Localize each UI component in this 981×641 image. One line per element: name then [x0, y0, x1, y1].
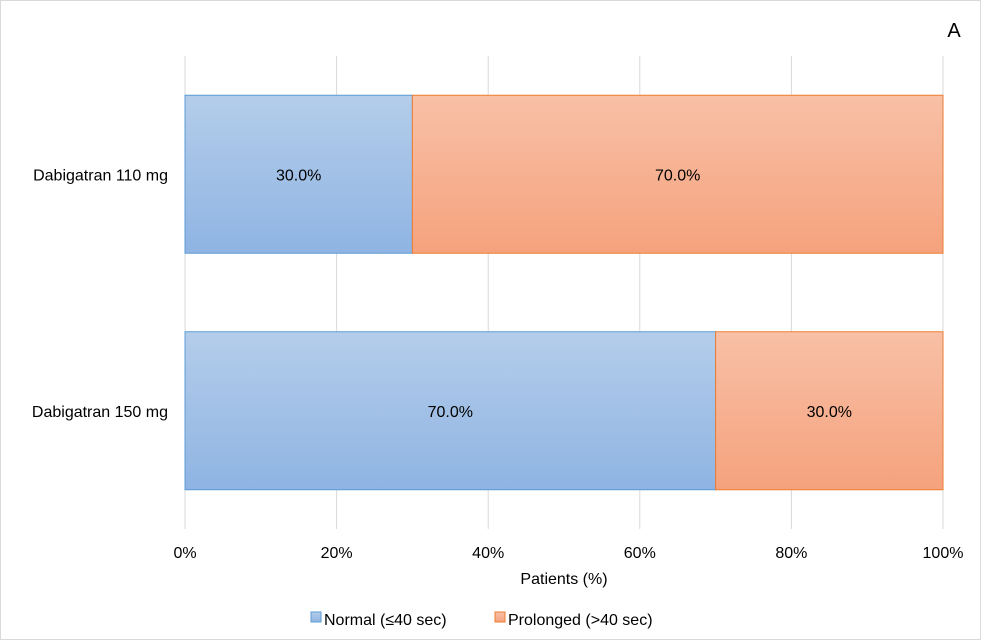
legend-label: Normal (≤40 sec)	[324, 612, 447, 629]
bar-segment	[184, 331, 717, 491]
x-tick-label: 40%	[472, 545, 504, 562]
data-label: 70.0%	[428, 404, 473, 421]
legend-swatch	[310, 611, 322, 623]
y-category-label: Dabigatran 150 mg	[32, 404, 168, 421]
x-tick-label: 20%	[321, 545, 353, 562]
data-label: 70.0%	[655, 167, 700, 184]
data-label: 30.0%	[807, 404, 852, 421]
x-tick-label: 0%	[173, 545, 196, 562]
legend-swatch	[494, 611, 506, 623]
x-tick-label: 60%	[624, 545, 656, 562]
data-label: 30.0%	[276, 167, 321, 184]
legend-label: Prolonged (>40 sec)	[508, 612, 653, 629]
x-tick-label: 80%	[775, 545, 807, 562]
x-tick-label: 100%	[923, 545, 964, 562]
bar-segment	[184, 94, 413, 254]
x-axis-title: Patients (%)	[520, 571, 607, 588]
y-category-label: Dabigatran 110 mg	[33, 167, 168, 184]
bar-segment	[411, 94, 944, 254]
bar-segment	[715, 331, 944, 491]
panel-label: A	[947, 20, 961, 42]
